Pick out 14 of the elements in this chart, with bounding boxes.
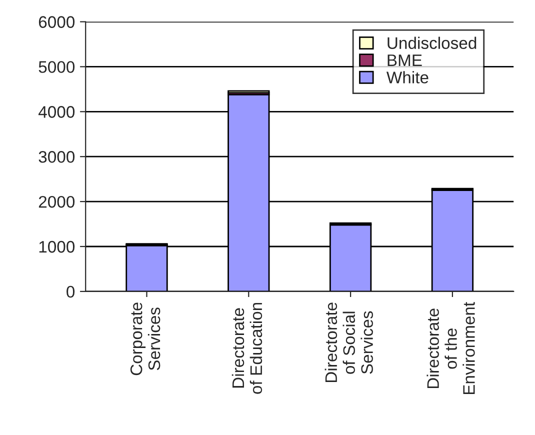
x-tick-label: Directorate of Social Services — [324, 302, 373, 382]
y-tick-label: 3000 — [38, 151, 75, 163]
x-tick-label: Directorate of Education — [232, 302, 262, 394]
legend-label: White — [386, 71, 428, 84]
y-tick-label: 5000 — [38, 61, 75, 73]
legend-label: BME — [388, 54, 422, 66]
y-tick-label: 1000 — [39, 240, 75, 253]
y-tick-label: 2000 — [38, 196, 75, 208]
x-tick-label: Directorate of the Environment — [426, 302, 475, 394]
y-tick-label: 4000 — [38, 106, 75, 118]
y-tick-label: 6000 — [38, 16, 75, 28]
x-tick-label: Corporate Services — [130, 302, 160, 376]
legend-label: Undisclosed — [388, 36, 476, 49]
y-tick-label: 0 — [66, 286, 75, 298]
